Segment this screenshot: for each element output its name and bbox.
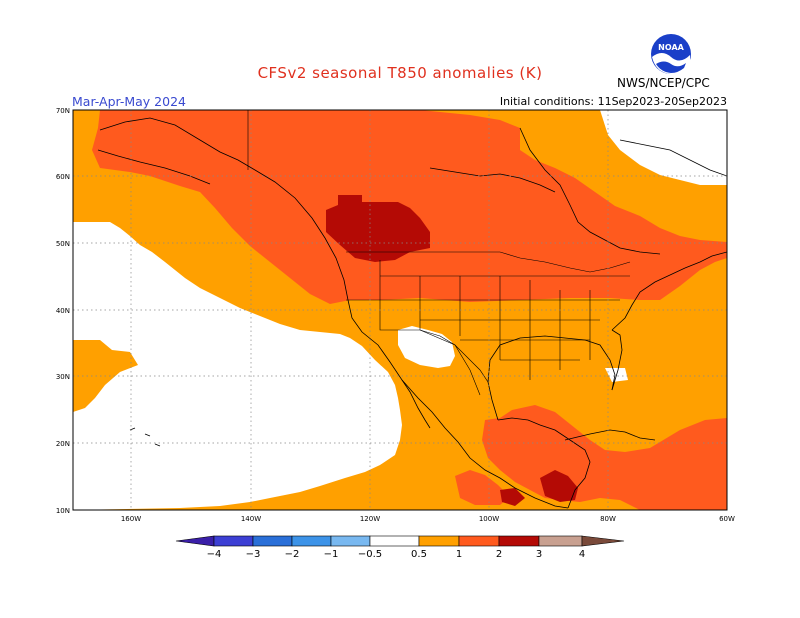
lon-label: 60W xyxy=(719,515,735,523)
pacific-white-region xyxy=(73,222,402,510)
colorbar-segment xyxy=(330,535,371,547)
colorbar-segment xyxy=(538,535,583,547)
latitude-labels: 70N 60N 50N 40N 30N 20N 10N xyxy=(56,107,70,515)
lat-label: 40N xyxy=(56,307,70,315)
season-label: Mar-Apr-May 2024 xyxy=(72,94,186,109)
lon-label: 120W xyxy=(360,515,380,523)
anomaly-field-2-3-central-america xyxy=(540,470,578,502)
longitude-labels: 160W 140W 120W 100W 80W 60W xyxy=(121,515,735,523)
colorbar-label: 2 xyxy=(496,549,502,560)
lat-label: 60N xyxy=(56,173,70,181)
agency-label: NWS/NCEP/CPC xyxy=(617,76,710,90)
colorbar-label: −4 xyxy=(207,549,222,560)
colorbar-label: 0.5 xyxy=(411,549,427,560)
lat-label: 10N xyxy=(56,507,70,515)
colorbar-label: −2 xyxy=(285,549,300,560)
logo-text: NOAA xyxy=(658,43,684,52)
colorbar-label: 3 xyxy=(536,549,542,560)
colorbar-label: 4 xyxy=(579,549,585,560)
colorbar-label: 1 xyxy=(456,549,462,560)
lon-label: 160W xyxy=(121,515,141,523)
lon-label: 100W xyxy=(479,515,499,523)
colorbar-segment xyxy=(369,535,420,547)
lat-label: 30N xyxy=(56,373,70,381)
colorbar-arrow-high xyxy=(581,535,625,547)
arctic-white-region xyxy=(600,110,727,185)
colorbar-segment xyxy=(498,535,540,547)
colorbar-arrow-low xyxy=(175,535,215,547)
colorbar-label: −0.5 xyxy=(358,549,382,560)
colorbar-label: −3 xyxy=(246,549,261,560)
noaa-logo-icon: NOAA xyxy=(651,34,691,75)
lat-label: 50N xyxy=(56,240,70,248)
graticule xyxy=(73,110,727,510)
map-field xyxy=(73,110,727,510)
coastlines xyxy=(97,117,727,509)
colorbar-segment xyxy=(418,535,460,547)
colorbar-segment xyxy=(252,535,293,547)
initial-conditions-label: Initial conditions: 11Sep2023-20Sep2023 xyxy=(499,95,727,108)
map-frame xyxy=(72,109,728,511)
colorbar-segment xyxy=(213,535,254,547)
colorbar-segment xyxy=(291,535,332,547)
anomaly-field-2-3-mexico xyxy=(500,488,525,506)
map-title: CFSv2 seasonal T850 anomalies (K) xyxy=(257,64,543,82)
lon-label: 140W xyxy=(241,515,261,523)
lon-label: 80W xyxy=(600,515,616,523)
anomaly-field-1-2-mexico xyxy=(455,470,510,505)
anomaly-field-2-3 xyxy=(326,195,430,262)
lat-label: 20N xyxy=(56,440,70,448)
lat-label: 70N xyxy=(56,107,70,115)
colorbar-label: −1 xyxy=(324,549,339,560)
colorbar: −4 −3 −2 −1 −0.5 0.5 1 2 3 4 xyxy=(175,535,625,560)
colorbar-segment xyxy=(458,535,500,547)
